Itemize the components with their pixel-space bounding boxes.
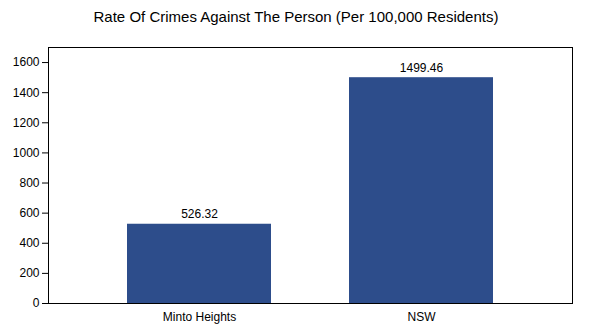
- svg-text:Minto Heights: Minto Heights: [163, 310, 236, 324]
- svg-text:1600: 1600: [13, 55, 40, 69]
- svg-text:800: 800: [19, 176, 39, 190]
- svg-text:1499.46: 1499.46: [400, 61, 444, 75]
- svg-text:1400: 1400: [13, 86, 40, 100]
- svg-text:0: 0: [33, 296, 40, 310]
- svg-text:600: 600: [19, 206, 39, 220]
- svg-text:526.32: 526.32: [181, 207, 218, 221]
- svg-text:1000: 1000: [13, 146, 40, 160]
- svg-text:400: 400: [19, 236, 39, 250]
- svg-text:1200: 1200: [13, 116, 40, 130]
- html-text:Rate Of Crimes Against The Per: Rate Of Crimes Against The Person (Per 1…: [93, 8, 499, 25]
- svg-text:200: 200: [19, 266, 39, 280]
- svg-text:NSW: NSW: [408, 310, 437, 324]
